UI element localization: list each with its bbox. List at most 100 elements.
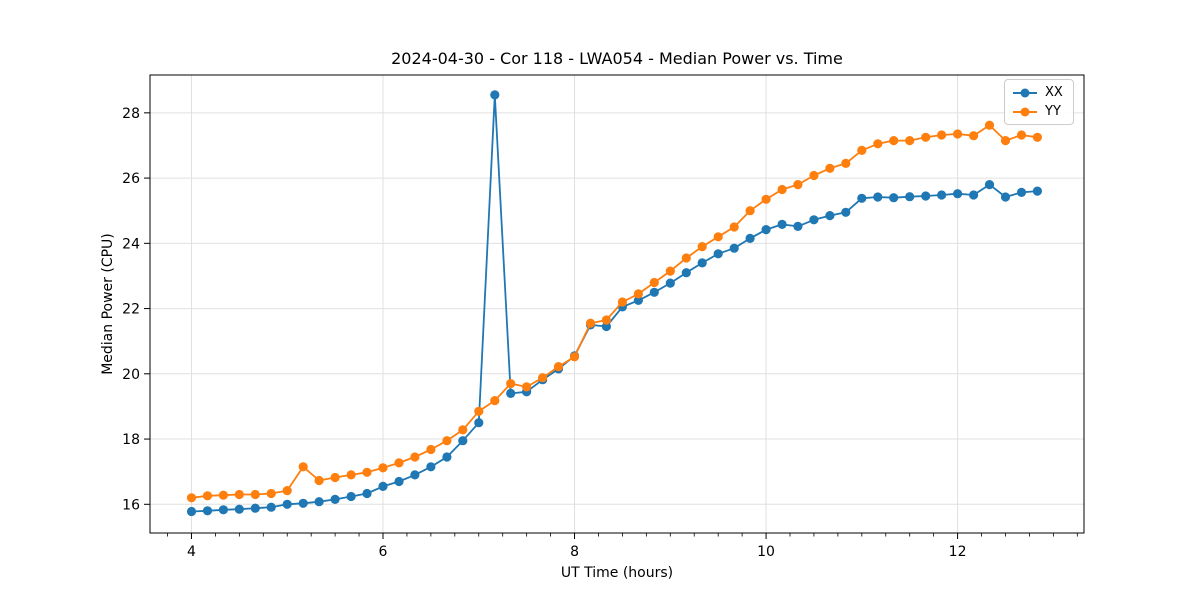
series-xx-point	[250, 503, 260, 513]
series-xx-point	[681, 268, 691, 278]
series-xx-point	[1032, 186, 1042, 196]
series-yy-point	[745, 206, 755, 216]
series-xx-point	[601, 321, 612, 332]
x-axis-label: UT Time (hours)	[561, 565, 673, 581]
series-xx-point	[1000, 192, 1011, 202]
series-xx-point	[218, 505, 228, 515]
x-tick-label: 12	[949, 544, 967, 560]
series-yy-point	[585, 318, 596, 328]
series-yy-point	[761, 194, 771, 204]
y-tick-label: 22	[122, 302, 140, 318]
series-xx-point	[905, 192, 915, 202]
legend-item-yy: YY	[1005, 102, 1073, 121]
series-xx-point	[793, 221, 803, 231]
y-tick-label: 18	[122, 432, 140, 448]
plot-area: 4 6 8 10 12 16 18 20 22 24 26 28	[122, 74, 1085, 560]
series-yy-point	[857, 145, 867, 155]
x-tick-label: 4	[187, 544, 196, 560]
yy-marker-icon	[1013, 106, 1037, 117]
series-yy-point	[442, 436, 452, 446]
series-xx-point	[809, 215, 819, 225]
series-xx-point	[745, 233, 755, 243]
series-xx-point	[984, 180, 995, 190]
series-yy-point	[266, 488, 276, 499]
series-xx-point	[889, 193, 899, 203]
series-yy-point	[1016, 130, 1027, 140]
series-xx-point	[314, 497, 324, 507]
series-xx-point	[873, 192, 883, 202]
series-yy-point	[298, 462, 308, 472]
series-xx-point	[777, 219, 787, 229]
series-yy-point	[522, 382, 532, 392]
series-xx-point	[969, 190, 979, 200]
x-tick-label: 8	[570, 544, 579, 560]
series-xx-point	[234, 504, 244, 514]
series-yy-point	[202, 491, 213, 501]
series-xx-point	[458, 436, 468, 446]
series-xx-point	[330, 494, 340, 504]
series-yy-point	[362, 467, 372, 477]
legend: XX YY	[1004, 79, 1074, 125]
series-xx-point	[697, 258, 707, 268]
series-xx-point	[410, 470, 420, 480]
series-yy-point	[665, 266, 675, 276]
y-tick-label: 26	[122, 171, 140, 187]
series-xx-point	[953, 189, 963, 199]
series-xx-point	[506, 388, 516, 398]
series-xx-point	[442, 452, 452, 462]
legend-item-xx: XX	[1005, 83, 1073, 102]
legend-item-label: XX	[1045, 85, 1063, 100]
legend-item-label: YY	[1045, 104, 1061, 119]
series-yy-point	[186, 493, 197, 503]
series-xx-point	[346, 491, 356, 502]
series-yy-point	[1000, 136, 1011, 146]
axes-spines	[149, 74, 1085, 534]
y-tick-label: 16	[122, 497, 140, 513]
y-tick-label: 24	[122, 236, 140, 252]
series-xx-point	[841, 207, 851, 217]
series-yy-point	[969, 131, 979, 141]
series-xx-point	[713, 249, 723, 259]
series-xx-point	[729, 243, 739, 253]
series-yy-line	[191, 124, 1038, 499]
series-xx-point	[1016, 187, 1027, 197]
chart-title: 2024-04-30 - Cor 118 - LWA054 - Median P…	[391, 49, 843, 68]
series-yy-point	[825, 163, 835, 173]
series-yy-point	[378, 463, 388, 473]
series-yy-point	[458, 425, 468, 435]
series-yy-point	[905, 136, 915, 146]
y-tick-label: 28	[122, 106, 140, 122]
series-xx-point	[378, 481, 388, 491]
series-xx-point	[362, 488, 372, 499]
series-yy-point	[314, 475, 324, 486]
series-yy-point	[506, 379, 516, 389]
series-yy-point	[649, 277, 659, 288]
series-yy-point	[538, 373, 548, 383]
series-xx-point	[426, 462, 436, 472]
series-yy-point	[617, 297, 628, 307]
y-axis-label: Median Power (CPU)	[100, 233, 116, 375]
series-xx-point	[761, 225, 771, 235]
series-yy-point	[873, 139, 883, 149]
series-xx-point	[921, 191, 931, 201]
series-yy-point	[713, 232, 723, 242]
series-xx-point	[665, 278, 675, 288]
series-yy-point	[777, 184, 787, 195]
series-xx-point	[490, 90, 500, 100]
series-yy-point	[490, 396, 500, 406]
series-xx-point	[282, 499, 292, 509]
series-yy-point	[793, 180, 803, 190]
series-yy-point	[601, 315, 612, 325]
series-yy-point	[921, 132, 931, 142]
xx-marker-icon	[1013, 87, 1037, 98]
series-xx-point	[394, 476, 404, 487]
series-xx-point	[649, 287, 659, 297]
series-yy-point	[984, 120, 995, 130]
series-yy-point	[218, 490, 228, 500]
series-xx-point	[298, 498, 308, 508]
series-yy-point	[1032, 132, 1042, 142]
series-yy-point	[553, 362, 564, 372]
series-yy-point	[410, 452, 420, 462]
series-xx-point	[186, 506, 197, 517]
